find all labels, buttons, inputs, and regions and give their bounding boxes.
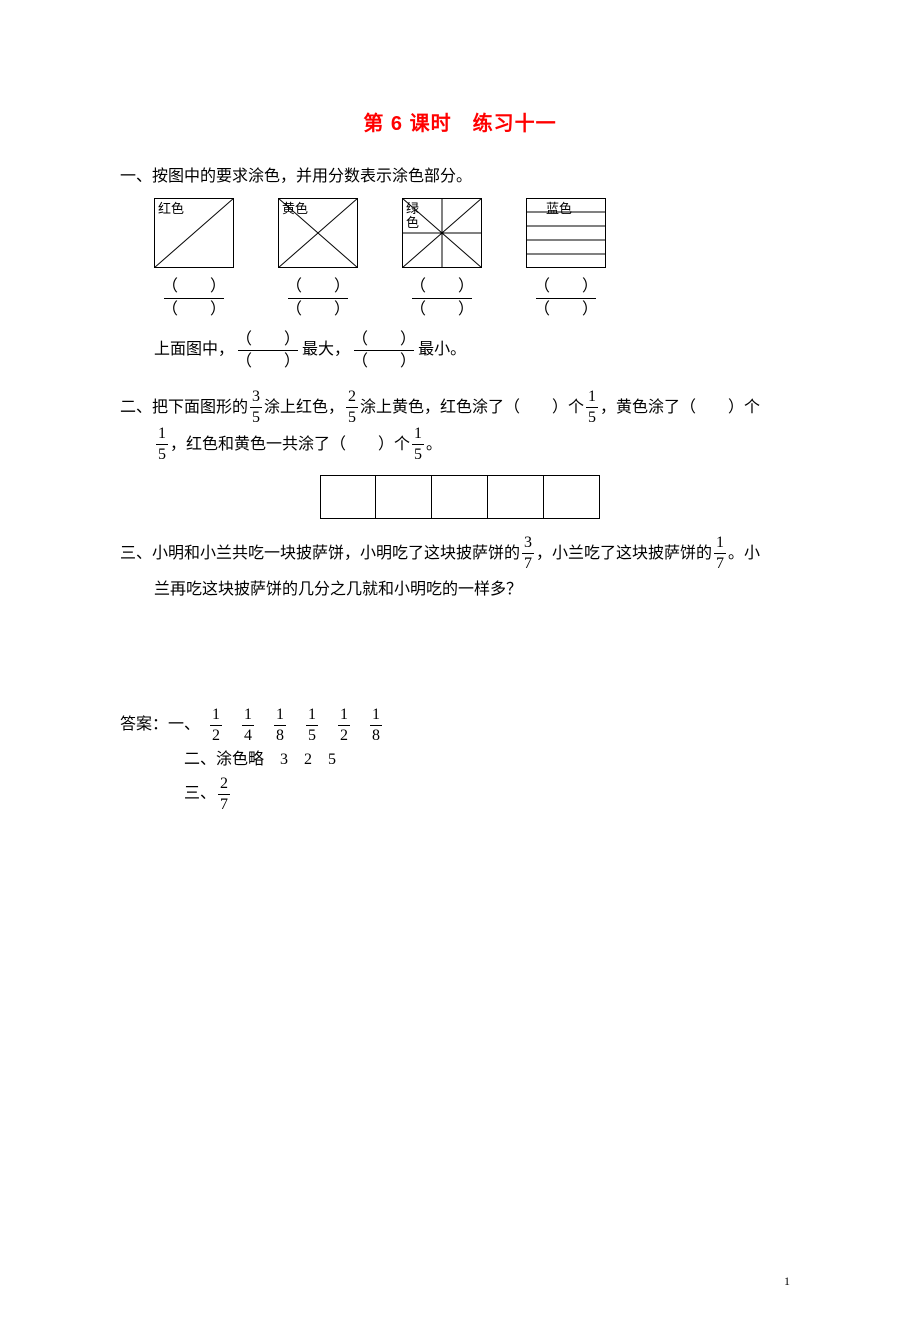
fraction-1-7: 17	[714, 535, 726, 572]
summary-mid: 最大，	[302, 339, 350, 361]
q2-line1: 二、把下面图形的 35 涂上红色， 25 涂上黄色，红色涂了（ ）个 15 ，黄…	[120, 389, 800, 426]
summary-pre: 上面图中，	[154, 339, 234, 361]
answers-label: 答案：	[120, 709, 168, 741]
fraction-1-5: 15	[156, 426, 168, 463]
blank-fraction-biggest: （ ） （ ）	[236, 331, 300, 371]
fraction-3-7: 37	[522, 535, 534, 572]
answer-fraction: 15	[306, 707, 318, 744]
q1-prompt: 一、按图中的要求涂色，并用分数表示涂色部分。	[120, 166, 800, 188]
grid-cell	[320, 475, 376, 519]
q3: 三、小明和小兰共吃一块披萨饼，小明吃了这块披萨饼的 37 ，小兰吃了这块披萨饼的…	[120, 535, 800, 607]
shape-square-eighths: 绿 色	[402, 198, 482, 268]
q1-shapes-row: 红色 （ ） （ ） 黄色 （ ） （ ）	[154, 198, 800, 318]
answer-fraction: 12	[210, 707, 222, 744]
shape-square-diagonal: 红色	[154, 198, 234, 268]
blank-fraction-smallest: （ ） （ ）	[352, 331, 416, 371]
summary-end: 最小。	[418, 339, 466, 361]
blank-fraction-2: （ ） （ ）	[286, 278, 350, 318]
color-label-green: 绿 色	[406, 202, 419, 229]
answer-fraction: 18	[274, 707, 286, 744]
q2-five-grid	[320, 475, 600, 519]
answer-1-fractions: 12 14 18 15 12 18	[200, 707, 392, 744]
color-label-blue: 蓝色	[546, 202, 572, 216]
blank-fraction-4: （ ） （ ）	[534, 278, 598, 318]
fraction-2-7: 27	[218, 776, 230, 813]
color-label-yellow: 黄色	[282, 202, 308, 216]
q1-shape-2: 黄色 （ ） （ ）	[278, 198, 358, 318]
shape-square-x: 黄色	[278, 198, 358, 268]
page-title: 第 6 课时 练习十一	[120, 110, 800, 138]
page-number: 1	[120, 1273, 800, 1290]
answer-1-row: 答案： 一、 12 14 18 15 12 18	[120, 707, 800, 744]
answer-2: 二、涂色略 3 2 5	[184, 744, 800, 776]
answer-fraction: 12	[338, 707, 350, 744]
grid-cell	[376, 475, 432, 519]
q3-line1: 三、小明和小兰共吃一块披萨饼，小明吃了这块披萨饼的 37 ，小兰吃了这块披萨饼的…	[120, 535, 800, 572]
fraction-2-5: 25	[346, 389, 358, 426]
answers-block: 答案： 一、 12 14 18 15 12 18 二、涂色略 3 2 5 三、 …	[120, 707, 800, 813]
shape-rect-fifths: 蓝色	[526, 198, 606, 268]
q3-line2: 兰再吃这块披萨饼的几分之几就和小明吃的一样多？	[154, 572, 800, 607]
answer-3-label: 三、	[184, 778, 216, 810]
q1-summary: 上面图中， （ ） （ ） 最大， （ ） （ ） 最小。	[154, 331, 800, 371]
q1-shape-3: 绿 色 （ ） （ ）	[402, 198, 482, 318]
blank-fraction-3: （ ） （ ）	[410, 278, 474, 318]
worksheet-page: 第 6 课时 练习十一 一、按图中的要求涂色，并用分数表示涂色部分。 红色 （ …	[0, 0, 920, 1330]
q2-line2: 15 ，红色和黄色一共涂了（ ）个 15 。	[154, 426, 800, 463]
answer-3-row: 三、 27	[184, 776, 800, 813]
answer-fraction: 18	[370, 707, 382, 744]
answer-fraction: 14	[242, 707, 254, 744]
grid-cell	[544, 475, 600, 519]
answer-1-label: 一、	[168, 709, 200, 741]
q1-shape-4: 蓝色 （ ） （ ）	[526, 198, 606, 318]
grid-cell	[432, 475, 488, 519]
fraction-1-5: 15	[412, 426, 424, 463]
blank-fraction-1: （ ） （ ）	[162, 278, 226, 318]
fraction-1-5: 15	[586, 389, 598, 426]
q2: 二、把下面图形的 35 涂上红色， 25 涂上黄色，红色涂了（ ）个 15 ，黄…	[120, 389, 800, 519]
q1-shape-1: 红色 （ ） （ ）	[154, 198, 234, 318]
grid-cell	[488, 475, 544, 519]
color-label-red: 红色	[158, 202, 184, 216]
fraction-3-5: 35	[250, 389, 262, 426]
